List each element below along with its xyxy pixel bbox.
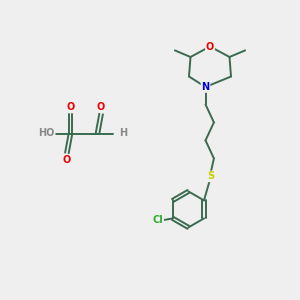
Text: O: O: [206, 41, 214, 52]
Text: O: O: [66, 102, 75, 112]
Text: O: O: [97, 102, 105, 112]
Text: O: O: [63, 155, 71, 165]
Text: HO: HO: [38, 128, 55, 139]
Text: N: N: [201, 82, 210, 92]
Text: H: H: [119, 128, 127, 139]
Text: S: S: [207, 171, 214, 182]
Text: Cl: Cl: [152, 215, 163, 225]
